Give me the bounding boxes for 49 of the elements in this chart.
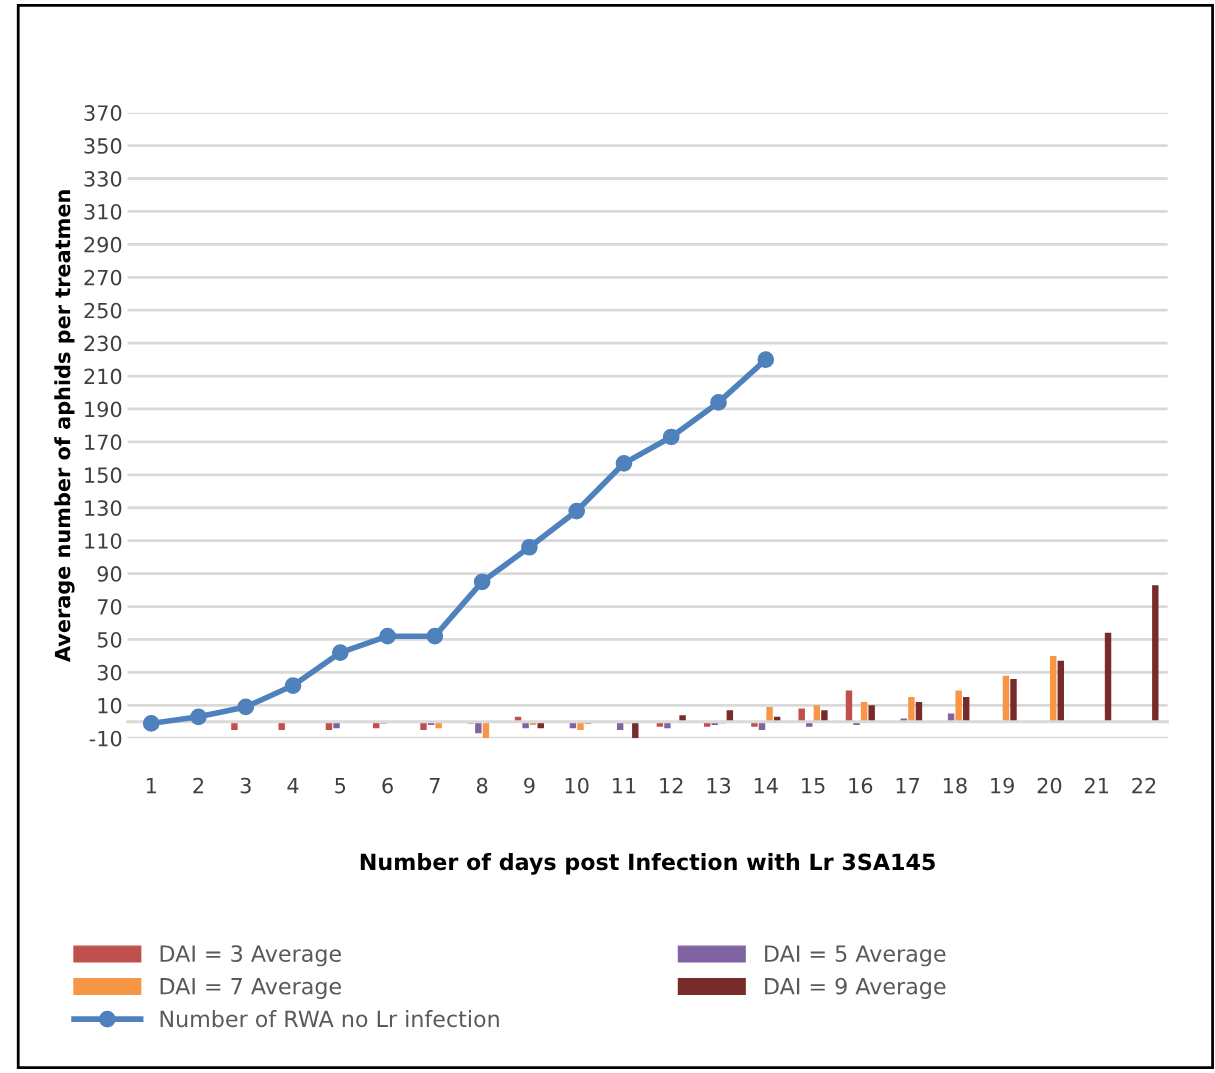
- x-tick-label: 1: [146, 777, 156, 794]
- x-tick-label: 6: [382, 777, 393, 794]
- x-tick-label: 18: [943, 777, 967, 794]
- x-tick-label: 15: [802, 777, 825, 794]
- legend-label: DAI = 3 Average: [160, 945, 341, 967]
- y-tick-label: 30: [97, 664, 122, 681]
- x-tick-label: 14: [754, 777, 778, 794]
- x-tick-label: 17: [896, 777, 920, 794]
- x-tick-label: 20: [1037, 777, 1062, 794]
- x-tick-label: 16: [849, 777, 873, 794]
- y-tick-label: 310: [84, 203, 122, 220]
- x-tick-label: 7: [429, 777, 440, 794]
- x-tick-label: 22: [1132, 777, 1156, 794]
- y-tick-label: 130: [85, 500, 122, 516]
- y-tick-label: 230: [84, 335, 122, 352]
- y-tick-label: 110: [85, 533, 122, 549]
- y-axis-title: Average number of aphids per treatmen: [54, 190, 75, 663]
- y-tick-label: 210: [84, 368, 122, 385]
- y-tick-label: 70: [97, 598, 122, 615]
- x-tick-label: 11: [612, 777, 636, 794]
- x-tick-label: 4: [287, 777, 299, 794]
- y-tick-label: -10: [89, 730, 122, 747]
- y-tick-label: 90: [97, 566, 122, 582]
- legend-label: DAI = 9 Average: [765, 977, 946, 999]
- x-tick-label: 10: [565, 777, 589, 794]
- x-tick-label: 13: [707, 777, 731, 794]
- x-tick-label: 5: [335, 777, 346, 794]
- y-tick-label: 10: [98, 697, 122, 714]
- y-tick-label: 350: [84, 138, 122, 154]
- x-tick-label: 19: [991, 777, 1014, 794]
- x-tick-label: 21: [1084, 777, 1109, 794]
- y-tick-label: 50: [97, 631, 122, 648]
- y-tick-label: 290: [84, 236, 122, 253]
- x-tick-label: 3: [240, 777, 251, 794]
- x-tick-label: 2: [193, 777, 204, 794]
- legend-label: DAI = 7 Average: [160, 978, 341, 999]
- x-tick-label: 8: [476, 777, 488, 794]
- x-axis-title: Number of days post Infection with Lr 3SA145: [360, 853, 935, 875]
- x-tick-label: 12: [660, 777, 683, 794]
- y-tick-label: 170: [85, 434, 122, 451]
- legend-label: DAI = 5 Average: [765, 945, 946, 967]
- legend-label: Number of RWA no Lr infection: [160, 1010, 499, 1028]
- y-tick-label: 190: [85, 401, 122, 418]
- y-tick-label: 330: [84, 170, 122, 187]
- y-tick-label: 250: [84, 302, 122, 319]
- y-tick-label: 370: [84, 105, 122, 121]
- y-tick-label: 270: [84, 269, 122, 286]
- x-tick-label: 9: [524, 777, 535, 794]
- y-tick-label: 150: [85, 467, 122, 484]
